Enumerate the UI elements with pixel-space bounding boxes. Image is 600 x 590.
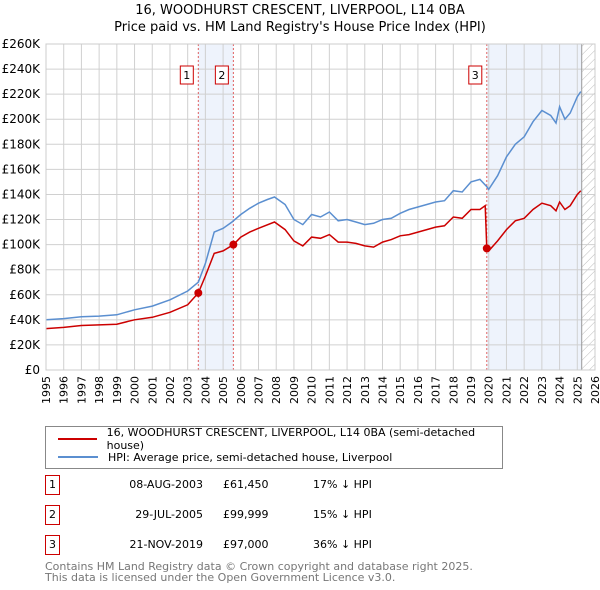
legend: 16, WOODHURST CRESCENT, LIVERPOOL, L14 0… <box>45 426 503 469</box>
y-tick-label: £100K <box>2 238 42 252</box>
sale-label: 1 <box>183 69 190 82</box>
y-tick-label: £80K <box>9 263 41 277</box>
y-tick-label: £180K <box>2 137 42 151</box>
x-tick-label: 2001 <box>146 376 159 404</box>
x-tick-label: 2014 <box>376 376 389 404</box>
transaction-row: 3 21-NOV-2019 £97,000 36% ↓ HPI <box>45 535 445 555</box>
footer-copyright: Contains HM Land Registry data © Crown c… <box>45 560 473 573</box>
x-tick-label: 2020 <box>483 376 496 404</box>
y-tick-label: £140K <box>2 187 42 201</box>
x-tick-label: 2022 <box>518 376 531 404</box>
x-tick-label: 2023 <box>536 376 549 404</box>
transaction-date: 29-JUL-2005 <box>135 508 203 521</box>
x-tick-label: 2000 <box>129 376 142 404</box>
y-tick-label: £240K <box>2 62 42 76</box>
x-tick-label: 1998 <box>93 376 106 404</box>
legend-item-hpi: HPI: Average price, semi-detached house,… <box>58 450 392 464</box>
x-tick-label: 2024 <box>554 376 567 404</box>
legend-item-property: 16, WOODHURST CRESCENT, LIVERPOOL, L14 0… <box>58 426 502 452</box>
y-tick-label: £160K <box>2 162 42 176</box>
x-tick-label: 2017 <box>430 376 443 404</box>
plot-frame <box>45 43 596 371</box>
x-tick-label: 1995 <box>40 376 53 404</box>
price-chart: 1995 1996 1997 1998 1999 2000 2001 2002 2003 2004… <box>2 37 600 404</box>
forecast-hatch <box>581 44 595 370</box>
chart-subtitle: Price paid vs. HM Land Registry's House … <box>114 20 486 35</box>
sale-point <box>194 288 203 297</box>
transaction-price: £61,450 <box>223 478 269 491</box>
x-tick-label: 2025 <box>571 376 584 404</box>
x-tick-label: 2015 <box>394 376 407 404</box>
shaded-region <box>486 44 582 370</box>
transaction-price: £97,000 <box>223 538 269 551</box>
x-tick-label: 2008 <box>270 376 283 404</box>
y-tick-label: £60K <box>9 288 41 302</box>
x-tick-label: 2012 <box>341 376 354 404</box>
transaction-hpi-diff: 36% ↓ HPI <box>313 538 372 551</box>
x-tick-label: 2004 <box>199 376 212 404</box>
sale-label-box <box>468 65 483 85</box>
chart-title: 16, WOODHURST CRESCENT, LIVERPOOL, L14 0… <box>135 3 465 18</box>
property-price-line <box>45 190 582 330</box>
x-tick-label: 2026 <box>589 376 600 404</box>
y-tick-label: £20K <box>9 338 41 352</box>
transaction-marker: 1 <box>45 475 60 495</box>
sale-label: 2 <box>218 69 225 82</box>
x-tick-label: 2003 <box>182 376 195 404</box>
transaction-row: 1 08-AUG-2003 £61,450 17% ↓ HPI <box>45 475 445 495</box>
sale-point <box>229 240 238 249</box>
transaction-hpi-diff: 15% ↓ HPI <box>313 508 372 521</box>
footer-licence: This data is licensed under the Open Gov… <box>45 571 396 584</box>
x-tick-label: 1996 <box>58 376 71 404</box>
x-tick-label: 2007 <box>253 376 266 404</box>
legend-label-hpi: HPI: Average price, semi-detached house,… <box>108 450 393 464</box>
y-tick-label: £260K <box>2 37 42 51</box>
transaction-marker: 3 <box>45 535 60 555</box>
x-tick-label: 2006 <box>235 376 248 404</box>
transaction-row: 2 29-JUL-2005 £99,999 15% ↓ HPI <box>45 505 445 525</box>
legend-swatch-property <box>58 438 97 440</box>
sale-label-box <box>179 65 194 85</box>
x-tick-label: 2013 <box>359 376 372 404</box>
x-tick-label: 2016 <box>412 376 425 404</box>
x-tick-label: 2018 <box>447 376 460 404</box>
transaction-marker: 2 <box>45 505 60 525</box>
legend-label-property: 16, WOODHURST CRESCENT, LIVERPOOL, L14 0… <box>106 426 476 452</box>
hpi-line <box>45 91 582 321</box>
x-tick-label: 1997 <box>75 376 88 404</box>
x-tick-label: 2011 <box>323 376 336 404</box>
x-tick-label: 2019 <box>465 376 478 404</box>
x-tick-label: 2009 <box>288 376 301 404</box>
sale-label-box <box>214 65 229 85</box>
y-tick-label: £200K <box>2 112 42 126</box>
sale-label: 3 <box>472 69 479 82</box>
x-tick-label: 2002 <box>164 376 177 404</box>
transaction-date: 21-NOV-2019 <box>129 538 203 551</box>
y-tick-label: £40K <box>9 313 41 327</box>
sale-point <box>482 244 491 253</box>
transaction-hpi-diff: 17% ↓ HPI <box>313 478 372 491</box>
legend-swatch-hpi <box>58 456 98 458</box>
shaded-region <box>198 44 234 370</box>
transaction-date: 08-AUG-2003 <box>129 478 203 491</box>
transaction-price: £99,999 <box>223 508 269 521</box>
y-tick-label: £120K <box>2 213 42 227</box>
x-tick-label: 2010 <box>306 376 319 404</box>
x-tick-label: 1999 <box>111 376 124 404</box>
x-tick-label: 2005 <box>217 376 230 404</box>
y-tick-label: £220K <box>2 87 42 101</box>
y-tick-label: £0 <box>25 363 40 377</box>
x-tick-label: 2021 <box>500 376 513 404</box>
